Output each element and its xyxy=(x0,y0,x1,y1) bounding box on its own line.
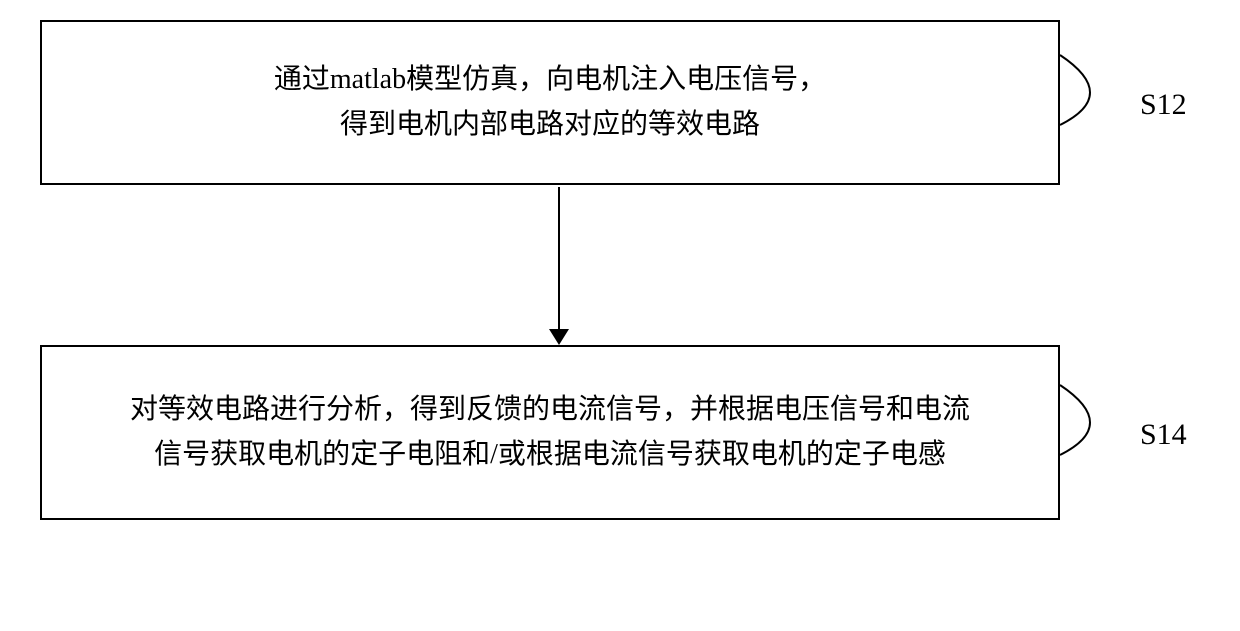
connector-arrow xyxy=(549,187,569,345)
step-1-line-2: 得到电机内部电路对应的等效电路 xyxy=(274,103,826,148)
flowchart-step-2: 对等效电路进行分析，得到反馈的电流信号，并根据电压信号和电流 信号获取电机的定子… xyxy=(40,345,1060,520)
step-1-text: 通过matlab模型仿真，向电机注入电压信号， 得到电机内部电路对应的等效电路 xyxy=(274,58,826,148)
step-1-label: S12 xyxy=(1140,88,1187,122)
connector-line xyxy=(558,187,560,329)
step-2-line-2: 信号获取电机的定子电阻和/或根据电流信号获取电机的定子电感 xyxy=(130,433,970,478)
arrow-head-icon xyxy=(549,329,569,345)
flowchart-step-1: 通过matlab模型仿真，向电机注入电压信号， 得到电机内部电路对应的等效电路 xyxy=(40,20,1060,185)
step-2-line-1: 对等效电路进行分析，得到反馈的电流信号，并根据电压信号和电流 xyxy=(130,388,970,433)
flowchart-container: 通过matlab模型仿真，向电机注入电压信号， 得到电机内部电路对应的等效电路 … xyxy=(0,0,1240,631)
step-1-line-1: 通过matlab模型仿真，向电机注入电压信号， xyxy=(274,58,826,103)
step-2-label: S14 xyxy=(1140,418,1187,452)
step-2-text: 对等效电路进行分析，得到反馈的电流信号，并根据电压信号和电流 信号获取电机的定子… xyxy=(130,388,970,478)
